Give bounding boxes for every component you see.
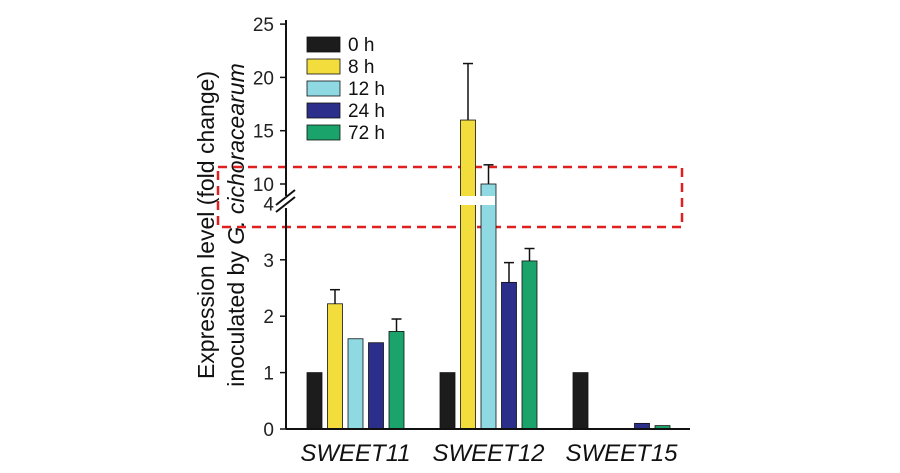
y-axis-label-prefix: inoculated by: [223, 245, 249, 387]
legend-label-8h: 8 h: [348, 57, 374, 78]
category-label-sweet15: SWEET15: [565, 440, 678, 467]
bar-sweet12-24h: [501, 281, 517, 430]
y-tick-label-20: 20: [253, 68, 274, 89]
legend-label-0h: 0 h: [348, 35, 374, 56]
legend-swatch-24h: [306, 102, 341, 119]
category-labels-group: SWEET11 SWEET12 SWEET15: [300, 440, 678, 467]
y-axis-title: Expression level (fold change) inoculate…: [193, 63, 249, 386]
highlight-box-layer: [216, 165, 684, 229]
legend-label-12h: 12 h: [348, 79, 385, 100]
y-axis-label-line1: Expression level (fold change): [193, 71, 219, 379]
axis-break-mark-2: [275, 196, 296, 213]
y-axis-label-line2: inoculated by G. cichoracearum: [223, 63, 249, 386]
y-axis-label-species: G. cichoracearum: [223, 63, 249, 245]
y-tick-label-15: 15: [253, 122, 274, 143]
legend-swatch-72h: [306, 124, 341, 141]
bar-sweet11-0h: [306, 372, 323, 430]
legend: 0 h8 h12 h24 h72 h: [306, 35, 385, 144]
category-label-sweet11: SWEET11: [300, 440, 410, 467]
bar-sweet11-72h: [388, 331, 405, 430]
y-tick-label-25: 25: [253, 15, 274, 36]
error-bars-group: [330, 62, 535, 332]
bar-sweet12-72h: [521, 260, 538, 430]
highlight-box: [216, 165, 684, 229]
bar-sweet15-0h: [572, 372, 589, 430]
bar-sweet11-12h: [347, 338, 364, 430]
y-tick-label-4: 4: [263, 194, 274, 215]
legend-swatch-0h: [306, 36, 341, 53]
bar-sweet11-8h: [327, 303, 343, 430]
legend-swatch-12h: [306, 80, 341, 97]
axis-break-mark-1: [275, 189, 296, 206]
tick-labels-group: 0 1 2 3 410 15 20 25: [253, 15, 275, 441]
bar-sweet12-0h: [439, 372, 456, 430]
y-tick-label-2: 2: [263, 307, 274, 328]
y-tick-label-10: 10: [253, 175, 274, 196]
break-gap-mask: [455, 196, 495, 205]
bar-sweet12-12h: [480, 183, 497, 430]
bar-sweet12-8h: [460, 119, 476, 430]
y-tick-label-3: 3: [263, 251, 274, 272]
y-tick-label-1: 1: [263, 364, 274, 385]
category-label-sweet12: SWEET12: [432, 440, 544, 467]
y-tick-label-0: 0: [263, 420, 274, 441]
legend-label-72h: 72 h: [348, 123, 385, 144]
axes-group: [275, 20, 690, 430]
legend-swatch-8h: [306, 58, 341, 75]
bar-sweet11-24h: [368, 342, 384, 430]
legend-label-24h: 24 h: [348, 101, 385, 122]
